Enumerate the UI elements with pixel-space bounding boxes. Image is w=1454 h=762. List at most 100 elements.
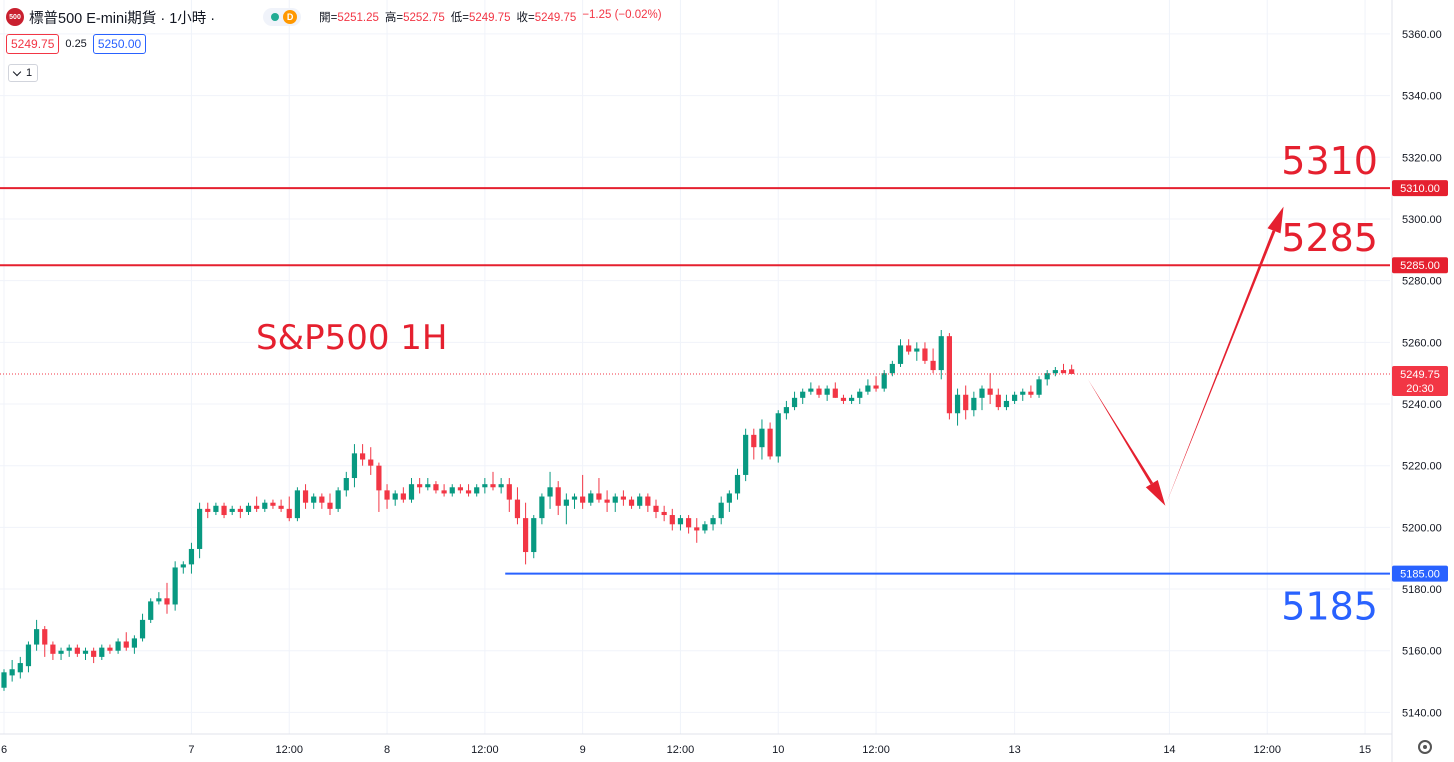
candle-body [1044, 373, 1050, 380]
candle-102 [832, 382, 838, 398]
candle-9 [74, 644, 80, 657]
candle-body [783, 407, 789, 414]
candle-body [865, 385, 871, 392]
indicators-toggle[interactable]: 1 [8, 64, 39, 82]
candle-23 [188, 542, 195, 574]
candle-body [588, 493, 594, 503]
candle-50 [408, 478, 415, 503]
candle-91 [743, 428, 749, 482]
candle-body [91, 650, 97, 657]
candle-body [914, 348, 920, 352]
candle-1 [9, 659, 15, 682]
candle-38 [311, 493, 317, 509]
candle-body [441, 490, 447, 494]
candle-body [832, 388, 838, 398]
candle-33 [270, 499, 276, 509]
candle-115 [938, 329, 944, 380]
candle-46 [376, 462, 382, 512]
candle-body [205, 508, 211, 512]
candle-body [351, 453, 358, 479]
price-tick-label: 5220.00 [1402, 461, 1442, 473]
candle-75 [612, 493, 618, 512]
open-label: 開= [319, 12, 338, 24]
candle-53 [433, 481, 439, 494]
candle-2 [17, 656, 23, 679]
candle-55 [449, 484, 455, 497]
chart-settings-gear-icon[interactable] [1418, 740, 1432, 754]
candle-body [808, 388, 814, 392]
candle-body [482, 484, 488, 488]
candle-body [751, 434, 757, 448]
current-price-axis-label: 5249.75 [1400, 369, 1440, 381]
sell-price-button[interactable]: 5249.75 [6, 34, 60, 54]
candle-body [849, 397, 855, 401]
symbol-logo-icon: 500 [6, 8, 24, 26]
candle-113 [922, 342, 928, 364]
candle-body [906, 345, 912, 352]
candle-body [1069, 369, 1075, 374]
candle-67 [547, 471, 553, 509]
candle-body [628, 499, 635, 506]
candle-118 [963, 385, 969, 420]
candle-body [661, 511, 667, 516]
price-tick-label: 5320.00 [1402, 152, 1442, 164]
time-tick-label: 14 [1163, 744, 1175, 756]
resistance-5285-axis-tag [1392, 257, 1448, 274]
candle-body [971, 397, 977, 411]
candle-body [25, 644, 32, 667]
time-tick-label: 7 [188, 744, 194, 756]
current-price-axis-tag [1392, 365, 1448, 396]
resistance-5310-axis-label: 5310.00 [1400, 183, 1440, 195]
candle-120 [979, 385, 985, 411]
candle-body [677, 518, 684, 525]
candle-body [620, 496, 626, 500]
time-tick-label: 10 [772, 744, 784, 756]
symbol-title[interactable]: 標普500 E-mini期貨 · 1小時 · [29, 10, 216, 27]
time-tick-label: 12:00 [471, 744, 499, 756]
candle-body [278, 505, 284, 509]
candle-body [710, 518, 716, 525]
candle-14 [115, 638, 121, 654]
candle-4 [34, 619, 40, 651]
candle-body [571, 496, 578, 500]
candle-70 [571, 493, 578, 509]
high-value: 5252.75 [403, 12, 445, 24]
projection-arrow-down [1087, 379, 1166, 506]
candle-body [596, 493, 602, 500]
candle-65 [531, 515, 537, 559]
resistance-5310-annotation: 5310 [1281, 139, 1378, 183]
candle-12 [99, 644, 105, 660]
candle-body [188, 548, 195, 565]
candle-body [840, 397, 847, 401]
candle-13 [107, 644, 113, 654]
price-tick-label: 5240.00 [1402, 399, 1442, 411]
indicators-count: 1 [26, 67, 33, 79]
candle-body [612, 496, 618, 503]
candle-36 [294, 487, 300, 522]
candle-6 [50, 641, 56, 660]
support-5185-axis-tag [1392, 565, 1448, 582]
candle-114 [930, 348, 936, 374]
candle-74 [604, 490, 610, 512]
price-tick-label: 5200.00 [1402, 522, 1442, 534]
buy-price-button[interactable]: 5250.00 [92, 34, 147, 54]
market-status-pill[interactable]: D [263, 8, 302, 26]
high-label: 高= [384, 12, 404, 24]
candle-85 [694, 518, 700, 543]
candle-body [449, 487, 455, 494]
candle-27 [221, 502, 227, 519]
time-tick-label: 6 [1, 744, 7, 756]
candle-119 [971, 391, 977, 417]
time-tick-label: 12:00 [1253, 744, 1281, 756]
candle-64 [523, 502, 529, 565]
projection-arrow-down-shaft [1087, 379, 1154, 485]
candle-body [237, 508, 243, 512]
candle-body [791, 397, 798, 408]
candle-body [1028, 391, 1034, 395]
candle-90 [734, 468, 741, 500]
candle-111 [906, 339, 912, 355]
low-label: 低= [450, 12, 469, 24]
candle-body [286, 508, 292, 519]
candle-97 [791, 391, 798, 411]
